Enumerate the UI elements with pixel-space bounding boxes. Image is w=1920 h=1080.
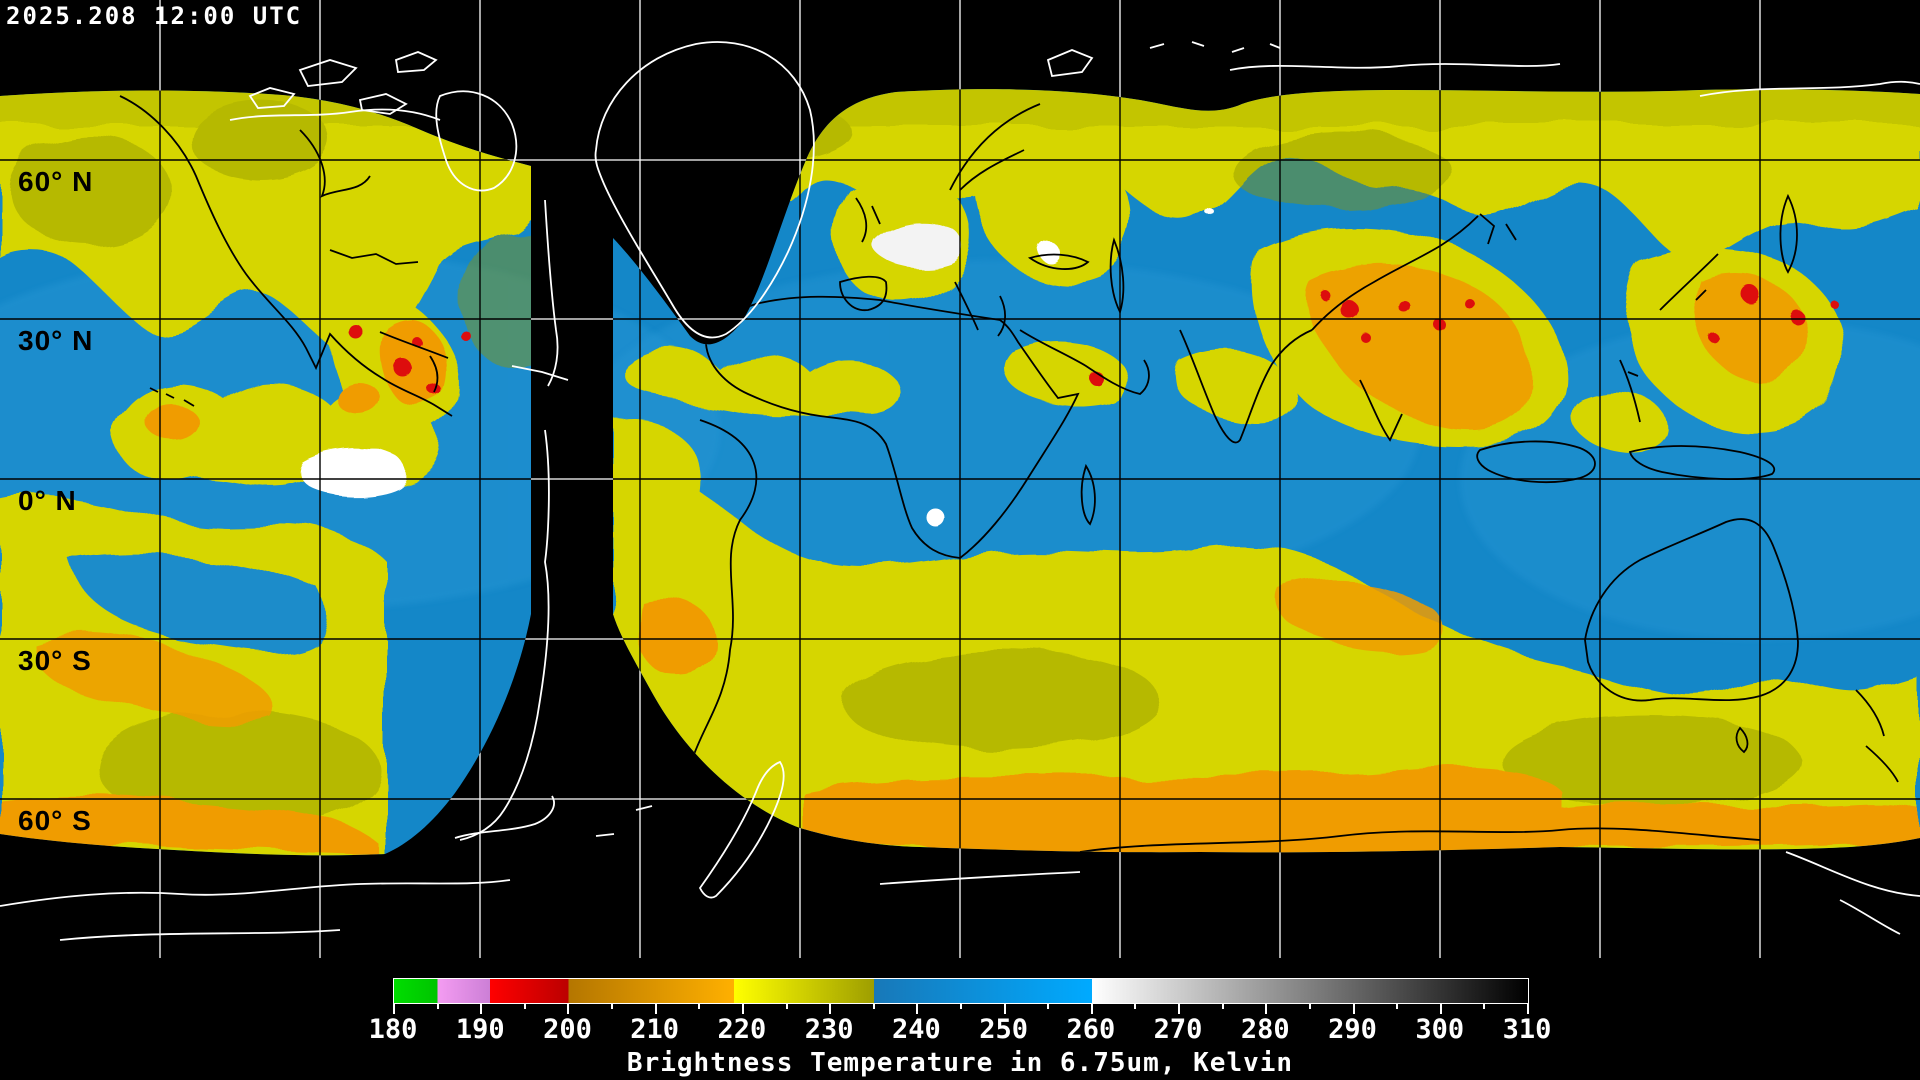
colorbar-tick-label: 210 — [630, 1014, 680, 1045]
latitude-label: 30° S — [18, 645, 92, 676]
timestamp-label: 2025.208 12:00 UTC — [6, 2, 303, 30]
red-coldest-cloud — [350, 283, 1834, 398]
colorbar-tick-label: 190 — [455, 1014, 505, 1045]
colorbar-minor-tick — [1047, 1003, 1050, 1009]
colorbar-major-tick — [829, 1003, 832, 1014]
colorbar-major-tick — [1439, 1003, 1442, 1014]
colorbar-major-tick — [1352, 1003, 1355, 1014]
colorbar-minor-tick — [960, 1003, 962, 1009]
colorbar-major-tick — [1265, 1003, 1268, 1014]
map-canvas — [0, 0, 1920, 960]
colorbar-major-tick — [1527, 1003, 1529, 1014]
coastlines-white — [0, 41, 1920, 941]
colorbar-minor-tick — [785, 1003, 788, 1009]
colorbar-major-tick — [1090, 1003, 1093, 1014]
colorbar-tick-label: 280 — [1240, 1014, 1290, 1045]
colorbar-major-tick — [567, 1003, 570, 1014]
colorbar-minor-tick — [436, 1003, 439, 1009]
colorbar-tick-label: 200 — [543, 1014, 592, 1045]
colorbar-major-tick — [480, 1003, 483, 1014]
data-layer — [0, 89, 1920, 856]
colorbar-tick-label: 310 — [1502, 1014, 1552, 1045]
colorbar-major-tick — [916, 1003, 919, 1014]
colorbar-title: Brightness Temperature in 6.75um, Kelvin — [626, 1048, 1294, 1078]
colorbar-major-tick — [1003, 1003, 1006, 1014]
colorbar — [393, 978, 1529, 1004]
colorbar-major-tick — [654, 1003, 657, 1014]
colorbar-major-tick — [741, 1003, 744, 1014]
latitude-label: 60° N — [18, 166, 94, 197]
colorbar-tick-label: 180 — [368, 1014, 418, 1045]
colorbar-tick-label: 230 — [804, 1014, 854, 1045]
colorbar-major-tick — [393, 1003, 395, 1014]
colorbar-minor-tick — [698, 1003, 701, 1009]
colorbar-tick-label: 270 — [1153, 1014, 1203, 1045]
colorbar-tick-label: 300 — [1415, 1014, 1465, 1045]
colorbar-minor-tick — [872, 1003, 875, 1009]
colorbar-minor-tick — [1396, 1003, 1399, 1009]
colorbar-minor-tick — [1221, 1003, 1224, 1009]
colorbar-tick-label: 290 — [1328, 1014, 1377, 1045]
colorbar-minor-tick — [611, 1003, 614, 1009]
colorbar-tick-label: 240 — [891, 1014, 941, 1045]
latitude-label: 0° N — [18, 485, 77, 516]
colorbar-minor-tick — [523, 1003, 526, 1009]
white-warm-patches — [298, 210, 1216, 525]
colorbar-tick-label: 250 — [979, 1014, 1028, 1045]
latitude-label: 60° S — [18, 805, 92, 836]
colorbar-tick-label: 220 — [717, 1014, 767, 1045]
latitude-label: 30° N — [18, 325, 94, 356]
satellite-map — [0, 0, 1920, 960]
colorbar-tick-label: 260 — [1066, 1014, 1116, 1045]
colorbar-ticks — [393, 1003, 1529, 1015]
colorbar-minor-tick — [1483, 1003, 1486, 1009]
colorbar-tick-labels: 180 190 200 210 220 230 240 250 260 270 280 290 300 3… — [0, 1014, 1920, 1045]
colorbar-minor-tick — [1308, 1003, 1311, 1009]
colorbar-minor-tick — [1134, 1003, 1137, 1009]
colorbar-major-tick — [1178, 1003, 1181, 1014]
